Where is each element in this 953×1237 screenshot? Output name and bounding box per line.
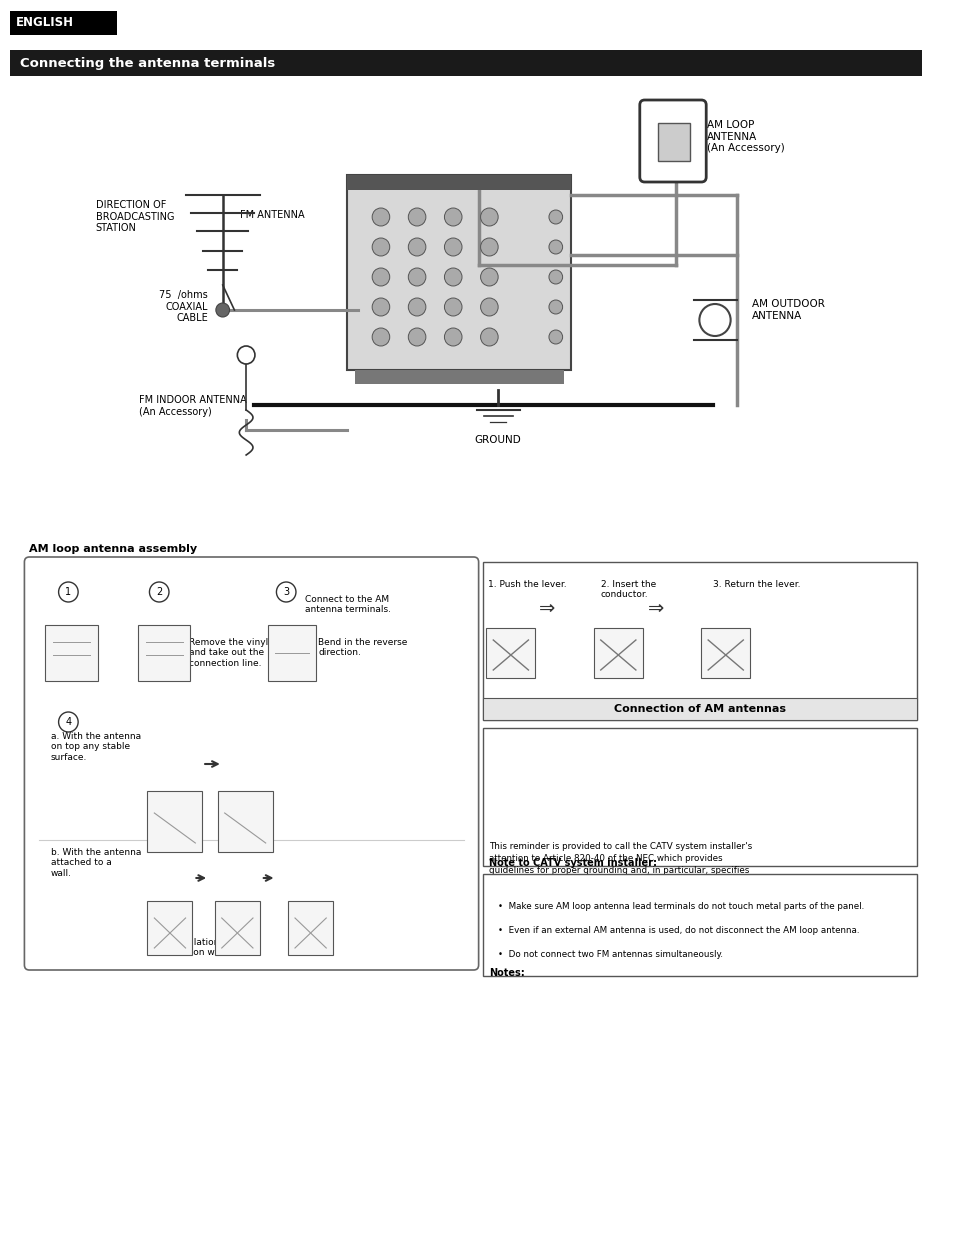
Circle shape bbox=[444, 298, 461, 315]
FancyBboxPatch shape bbox=[217, 790, 273, 852]
Circle shape bbox=[480, 298, 497, 315]
Text: ⇒: ⇒ bbox=[647, 599, 664, 617]
FancyBboxPatch shape bbox=[346, 174, 571, 190]
FancyBboxPatch shape bbox=[214, 901, 259, 955]
Circle shape bbox=[444, 268, 461, 286]
Text: AM OUTDOOR
ANTENNA: AM OUTDOOR ANTENNA bbox=[751, 299, 824, 320]
Circle shape bbox=[548, 301, 562, 314]
Text: 75  /ohms
COAXIAL
CABLE: 75 /ohms COAXIAL CABLE bbox=[159, 289, 208, 323]
Text: GROUND: GROUND bbox=[475, 435, 521, 445]
Text: 4: 4 bbox=[65, 717, 71, 727]
Circle shape bbox=[215, 303, 230, 317]
Text: b. With the antenna
attached to a
wall.: b. With the antenna attached to a wall. bbox=[51, 849, 141, 878]
Text: a. With the antenna
on top any stable
surface.: a. With the antenna on top any stable su… bbox=[51, 732, 141, 762]
Circle shape bbox=[58, 581, 78, 602]
Circle shape bbox=[548, 240, 562, 254]
FancyBboxPatch shape bbox=[148, 790, 202, 852]
Circle shape bbox=[408, 268, 425, 286]
FancyBboxPatch shape bbox=[346, 174, 571, 370]
Circle shape bbox=[372, 208, 390, 226]
FancyBboxPatch shape bbox=[486, 628, 535, 678]
FancyBboxPatch shape bbox=[482, 729, 916, 866]
Text: 2: 2 bbox=[156, 588, 162, 597]
Circle shape bbox=[548, 210, 562, 224]
FancyBboxPatch shape bbox=[45, 625, 97, 682]
Circle shape bbox=[408, 298, 425, 315]
Text: FM ANTENNA: FM ANTENNA bbox=[240, 210, 305, 220]
Circle shape bbox=[408, 208, 425, 226]
FancyBboxPatch shape bbox=[355, 370, 563, 383]
Circle shape bbox=[372, 268, 390, 286]
Circle shape bbox=[58, 713, 78, 732]
FancyBboxPatch shape bbox=[700, 628, 749, 678]
Circle shape bbox=[548, 330, 562, 344]
Text: Note to CATV system installer:: Note to CATV system installer: bbox=[489, 858, 657, 868]
Circle shape bbox=[480, 268, 497, 286]
Text: FM INDOOR ANTENNA
(An Accessory): FM INDOOR ANTENNA (An Accessory) bbox=[138, 395, 246, 417]
FancyBboxPatch shape bbox=[10, 11, 117, 35]
Circle shape bbox=[408, 238, 425, 256]
Text: AM LOOP
ANTENNA
(An Accessory): AM LOOP ANTENNA (An Accessory) bbox=[706, 120, 784, 153]
Circle shape bbox=[444, 208, 461, 226]
Text: Bend in the reverse
direction.: Bend in the reverse direction. bbox=[318, 638, 407, 657]
FancyBboxPatch shape bbox=[148, 901, 193, 955]
Circle shape bbox=[444, 328, 461, 346]
Text: Notes:: Notes: bbox=[489, 969, 524, 978]
Text: Connection of AM antennas: Connection of AM antennas bbox=[613, 704, 785, 714]
FancyBboxPatch shape bbox=[594, 628, 642, 678]
Text: •  Do not connect two FM antennas simultaneously.: • Do not connect two FM antennas simulta… bbox=[497, 950, 722, 959]
Text: •  Make sure AM loop antenna lead terminals do not touch metal parts of the pane: • Make sure AM loop antenna lead termina… bbox=[497, 902, 863, 910]
Text: 1. Push the lever.: 1. Push the lever. bbox=[488, 580, 566, 589]
FancyBboxPatch shape bbox=[25, 557, 478, 970]
Circle shape bbox=[372, 298, 390, 315]
Text: 3: 3 bbox=[283, 588, 289, 597]
Text: AM loop antenna assembly: AM loop antenna assembly bbox=[30, 544, 197, 554]
Text: 3. Return the lever.: 3. Return the lever. bbox=[712, 580, 800, 589]
Text: Mount: Mount bbox=[164, 800, 193, 809]
Circle shape bbox=[699, 304, 730, 336]
Circle shape bbox=[444, 238, 461, 256]
Circle shape bbox=[150, 581, 169, 602]
Text: Installation hole
Mount on wall, etc.: Installation hole Mount on wall, etc. bbox=[162, 938, 248, 957]
Circle shape bbox=[480, 208, 497, 226]
Circle shape bbox=[372, 238, 390, 256]
FancyBboxPatch shape bbox=[639, 100, 705, 182]
Circle shape bbox=[237, 346, 254, 364]
Text: This reminder is provided to call the CATV system installer's
attention to Artic: This reminder is provided to call the CA… bbox=[489, 842, 757, 910]
Text: •  Even if an external AM antenna is used, do not disconnect the AM loop antenna: • Even if an external AM antenna is used… bbox=[497, 927, 859, 935]
FancyBboxPatch shape bbox=[268, 625, 316, 682]
Text: ENGLISH: ENGLISH bbox=[15, 16, 73, 30]
FancyBboxPatch shape bbox=[10, 49, 922, 75]
Text: Connect to the AM
antenna terminals.: Connect to the AM antenna terminals. bbox=[304, 595, 391, 615]
FancyBboxPatch shape bbox=[482, 562, 916, 720]
Text: Connecting the antenna terminals: Connecting the antenna terminals bbox=[19, 57, 274, 69]
FancyBboxPatch shape bbox=[288, 901, 333, 955]
Text: DIRECTION OF
BROADCASTING
STATION: DIRECTION OF BROADCASTING STATION bbox=[95, 200, 174, 234]
Circle shape bbox=[276, 581, 295, 602]
Circle shape bbox=[480, 328, 497, 346]
Text: 2. Insert the
conductor.: 2. Insert the conductor. bbox=[600, 580, 656, 600]
FancyBboxPatch shape bbox=[482, 875, 916, 976]
FancyBboxPatch shape bbox=[137, 625, 191, 682]
Circle shape bbox=[408, 328, 425, 346]
Text: 1: 1 bbox=[65, 588, 71, 597]
Text: ⇒: ⇒ bbox=[538, 599, 555, 617]
Circle shape bbox=[480, 238, 497, 256]
Text: Remove the vinyl tie
and take out the
connection line.: Remove the vinyl tie and take out the co… bbox=[189, 638, 282, 668]
Circle shape bbox=[548, 270, 562, 285]
FancyBboxPatch shape bbox=[658, 122, 689, 161]
FancyBboxPatch shape bbox=[482, 698, 916, 720]
Circle shape bbox=[372, 328, 390, 346]
